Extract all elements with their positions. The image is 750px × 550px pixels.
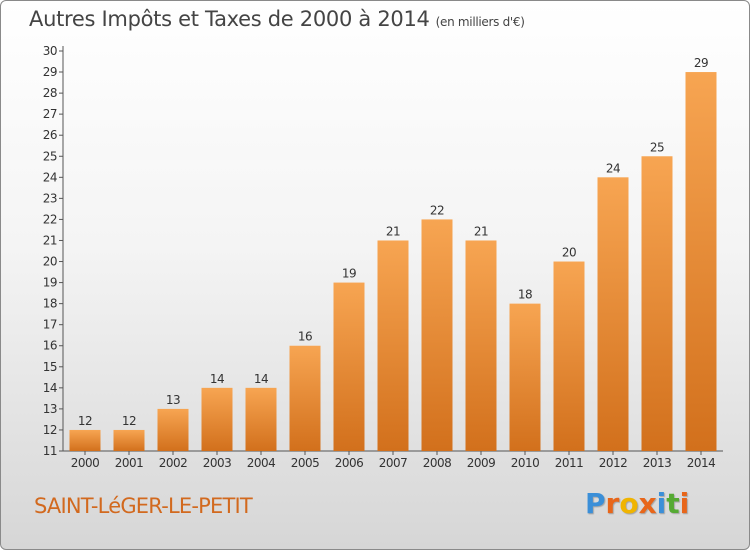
x-tick-label: 2009 [467, 456, 496, 470]
chart-title: Autres Impôts et Taxes de 2000 à 2014 (en… [29, 7, 525, 31]
y-tick-label: 20 [43, 255, 57, 269]
bar [597, 177, 629, 451]
y-tick-label: 15 [43, 360, 57, 374]
y-tick-label: 27 [43, 107, 57, 121]
bar [509, 303, 541, 451]
brand-letter: P [585, 487, 606, 520]
bar-value-label: 22 [430, 203, 444, 217]
bar [157, 408, 189, 451]
x-tick-label: 2004 [247, 456, 276, 470]
x-tick-label: 2000 [71, 456, 100, 470]
bar-value-label: 20 [562, 246, 576, 260]
axes: 11 12 13 14 15 16 17 18 19 20 21 22 23 24 25 26 27 28 29 30… [43, 44, 723, 470]
bar-value-label: 12 [122, 414, 136, 428]
x-tick-label: 2006 [335, 456, 364, 470]
title-text: Autres Impôts et Taxes de 2000 à 2014 [29, 7, 430, 31]
y-tick-label: 23 [43, 191, 57, 205]
bar [69, 429, 101, 451]
bar [201, 387, 233, 451]
bar [333, 282, 365, 451]
x-tick-label: 2005 [291, 456, 320, 470]
brand-letter: i [656, 487, 667, 520]
bar-value-label: 13 [166, 393, 180, 407]
bar-value-label: 19 [342, 267, 356, 281]
place-name: SAINT-LéGER-LE-PETIT [34, 494, 253, 518]
y-tick-label: 21 [43, 233, 57, 247]
bar [465, 240, 497, 451]
y-tick-label: 14 [43, 381, 57, 395]
bar [553, 261, 585, 451]
brand-letter: o [619, 487, 639, 520]
y-tick-label: 17 [43, 318, 57, 332]
unit-label: (en milliers d'€) [435, 15, 525, 29]
value-labels: 12 12 13 14 14 16 19 21 22 21 18 20 24 25 29 [78, 56, 709, 428]
bar-value-label: 25 [650, 140, 664, 154]
brand-letter: x [638, 487, 657, 520]
y-tick-label: 30 [43, 44, 57, 58]
brand-letter: r [605, 487, 620, 520]
bar-value-label: 29 [694, 56, 708, 70]
bar-value-label: 12 [78, 414, 92, 428]
x-tick-label: 2002 [159, 456, 188, 470]
x-tick-label: 2012 [599, 456, 628, 470]
bar [377, 240, 409, 451]
brand-logo: Proxiti [585, 487, 689, 520]
bar [685, 72, 717, 451]
bar-value-label: 14 [210, 372, 224, 386]
y-tick-label: 19 [43, 276, 57, 290]
bar [245, 387, 277, 451]
x-tick-label: 2011 [555, 456, 584, 470]
x-tick-label: 2014 [687, 456, 716, 470]
y-tick-label: 18 [43, 297, 57, 311]
y-tick-label: 24 [43, 170, 57, 184]
bar-value-label: 18 [518, 288, 532, 302]
x-tick-label: 2008 [423, 456, 452, 470]
x-tick-label: 2001 [115, 456, 144, 470]
bar-value-label: 14 [254, 372, 268, 386]
x-tick-label: 2003 [203, 456, 232, 470]
bar [113, 429, 145, 451]
bar [641, 156, 673, 451]
x-tick-label: 2013 [643, 456, 672, 470]
y-tick-label: 25 [43, 149, 57, 163]
y-tick-label: 16 [43, 339, 57, 353]
bar [289, 345, 321, 451]
brand-letter: i [679, 487, 690, 520]
brand-letter: t [666, 487, 680, 520]
bars-group [69, 72, 717, 451]
bar-value-label: 21 [386, 224, 400, 238]
y-tick-label: 12 [43, 423, 57, 437]
bar-value-label: 21 [474, 224, 488, 238]
x-tick-label: 2007 [379, 456, 408, 470]
y-tick-label: 26 [43, 128, 57, 142]
y-tick-label: 13 [43, 402, 57, 416]
x-tick-label: 2010 [511, 456, 540, 470]
bar-value-label: 24 [606, 161, 620, 175]
y-tick-label: 11 [43, 444, 57, 458]
y-tick-label: 28 [43, 86, 57, 100]
bar [421, 219, 453, 451]
y-tick-label: 22 [43, 212, 57, 226]
bar-value-label: 16 [298, 330, 312, 344]
y-tick-label: 29 [43, 65, 57, 79]
